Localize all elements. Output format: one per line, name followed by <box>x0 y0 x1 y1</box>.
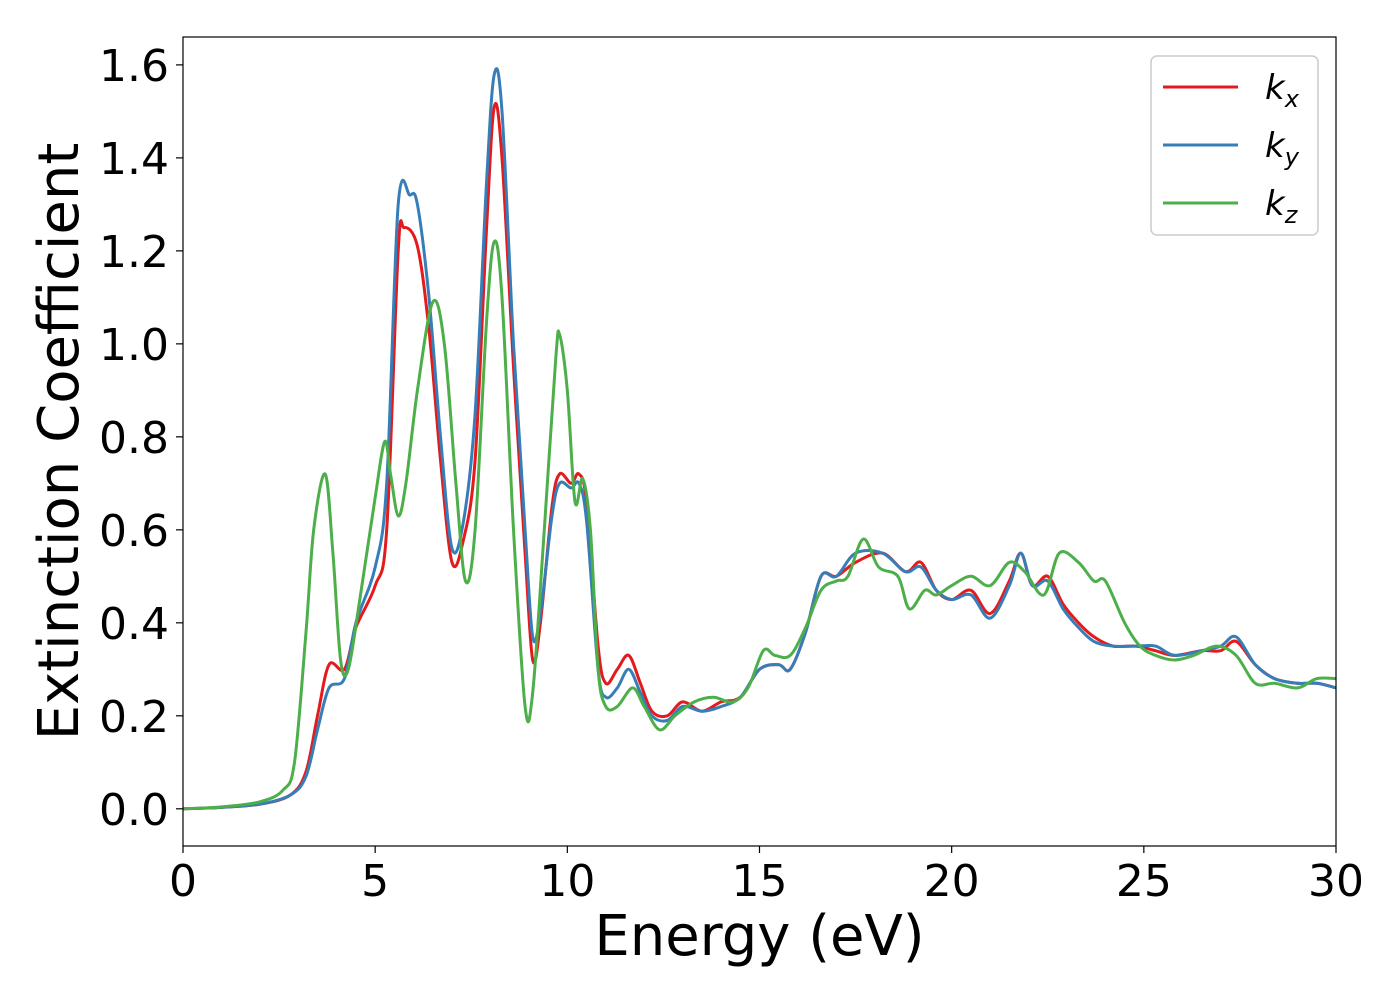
series-line-kz <box>183 239 1336 811</box>
y-tick-label: 0.2 <box>99 692 169 743</box>
x-tick-label: 20 <box>924 856 980 907</box>
legend-label-kz: kz <box>1265 184 1299 229</box>
x-axis-label: Energy (eV) <box>594 904 924 969</box>
x-tick-label: 25 <box>1116 856 1172 907</box>
y-tick-label: 0.4 <box>99 599 169 650</box>
x-tick-label: 10 <box>539 856 595 907</box>
series-line-kx <box>183 101 1336 811</box>
x-tick-label: 15 <box>732 856 788 907</box>
y-tick-label: 1.0 <box>99 320 169 371</box>
legend-label-ky: ky <box>1265 126 1300 171</box>
legend-label-main: k <box>1265 184 1286 224</box>
y-tick-label: 1.4 <box>99 134 169 185</box>
y-tick-label: 0.8 <box>99 413 169 464</box>
series-line-ky <box>183 67 1336 811</box>
legend-label-main: k <box>1265 68 1286 108</box>
x-tick-label: 5 <box>361 856 389 907</box>
x-tick-label: 30 <box>1308 856 1364 907</box>
plot-lines <box>183 67 1336 811</box>
y-axis-ticks: 0.0 0.2 0.4 0.6 0.8 1.0 1.2 1.4 1.6 <box>99 41 183 836</box>
legend-label-subscript: y <box>1284 143 1300 171</box>
legend-label-main: k <box>1265 126 1286 166</box>
x-axis-ticks: 0 5 10 15 20 25 30 <box>169 846 1364 907</box>
legend-label-subscript: x <box>1284 85 1300 113</box>
y-tick-label: 0.0 <box>99 785 169 836</box>
y-tick-label: 1.6 <box>99 41 169 92</box>
legend-label-subscript: z <box>1284 201 1299 229</box>
y-axis-label: Extinction Coefficient <box>27 143 92 741</box>
y-tick-label: 1.2 <box>99 227 169 278</box>
x-tick-label: 0 <box>169 856 197 907</box>
legend-label-kx: kx <box>1265 68 1300 113</box>
y-tick-label: 0.6 <box>99 506 169 557</box>
